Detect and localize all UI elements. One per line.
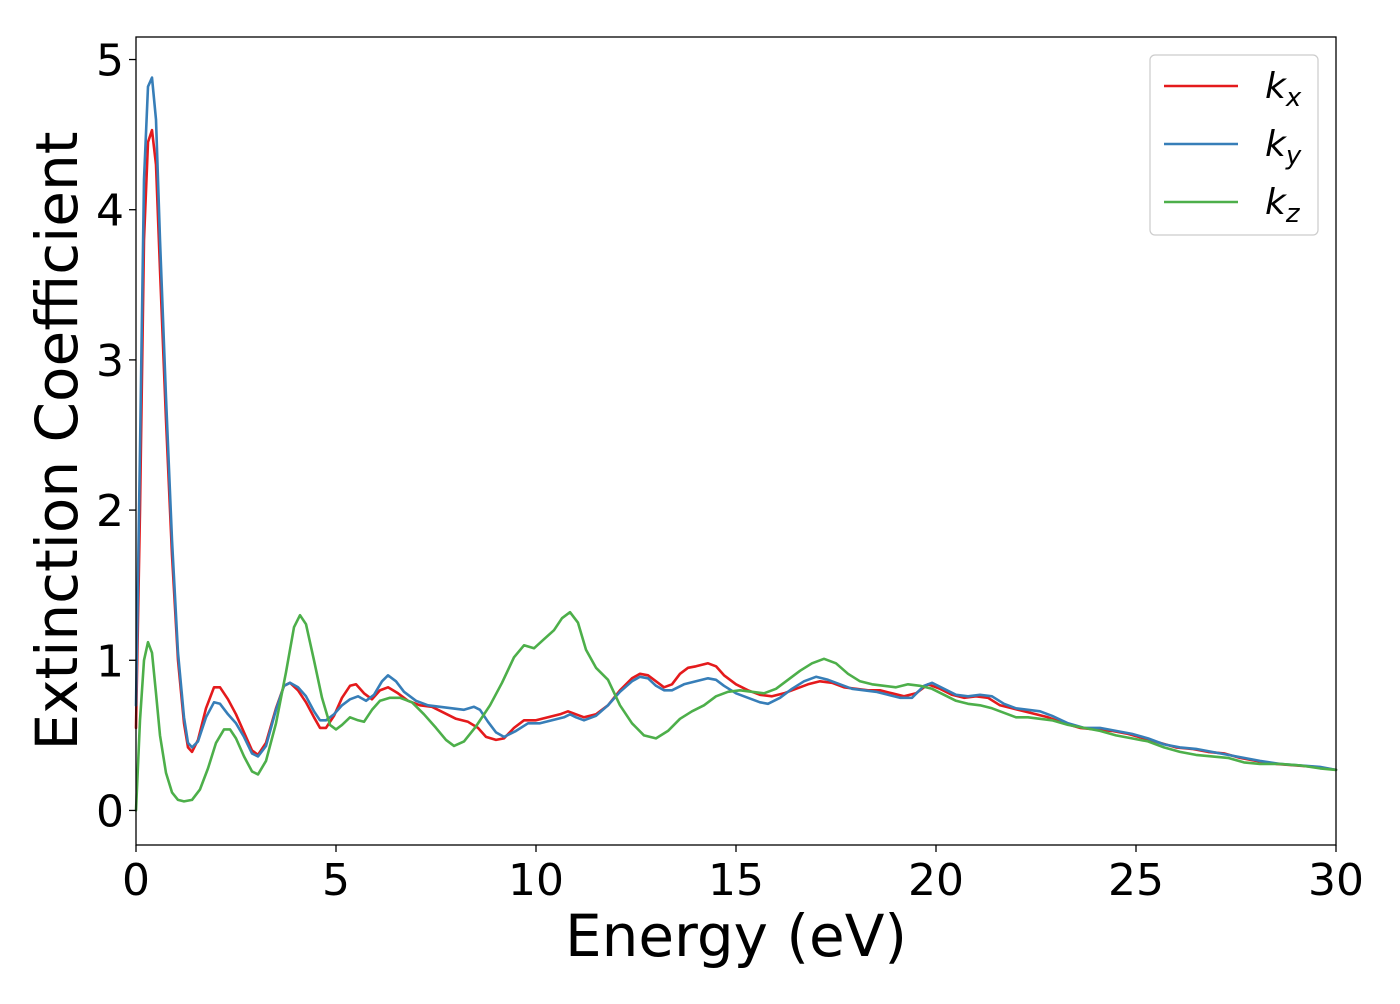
series-line-y xyxy=(134,76,1338,772)
legend-label-y: ky xyxy=(1265,124,1302,171)
y-tick-label: 1 xyxy=(96,636,124,687)
y-tick-label: 5 xyxy=(96,36,124,87)
x-tick-label: 0 xyxy=(122,855,150,906)
legend-label-base: k xyxy=(1265,124,1288,165)
series-layer xyxy=(134,76,1338,812)
x-tick-label: 25 xyxy=(1108,855,1164,906)
x-tick-label: 15 xyxy=(708,855,764,906)
x-axis-label: Energy (eV) xyxy=(565,902,907,970)
legend-label-subscript: y xyxy=(1285,141,1302,171)
x-tick-label: 5 xyxy=(322,855,350,906)
x-tick-label: 30 xyxy=(1308,855,1364,906)
y-tick-label: 0 xyxy=(96,786,124,837)
legend-label-subscript: z xyxy=(1285,199,1301,229)
y-tick-label: 3 xyxy=(96,336,124,387)
y-axis-label: Extinction Coefficient xyxy=(23,132,91,751)
series-line-z xyxy=(134,610,1338,812)
legend-label-subscript: x xyxy=(1285,83,1302,113)
x-tick-label: 10 xyxy=(508,855,564,906)
y-tick-label: 4 xyxy=(96,186,124,237)
y-axis-ticks: 0 1 2 3 4 5 xyxy=(96,36,136,837)
legend-label-base: k xyxy=(1265,66,1288,107)
legend-label-z: kz xyxy=(1265,182,1301,229)
legend-label-base: k xyxy=(1265,182,1288,223)
legend-label-x: kx xyxy=(1265,66,1302,113)
x-tick-label: 20 xyxy=(908,855,964,906)
x-axis-ticks: 0 5 10 15 20 25 30 xyxy=(122,845,1364,906)
y-tick-label: 2 xyxy=(96,486,124,537)
